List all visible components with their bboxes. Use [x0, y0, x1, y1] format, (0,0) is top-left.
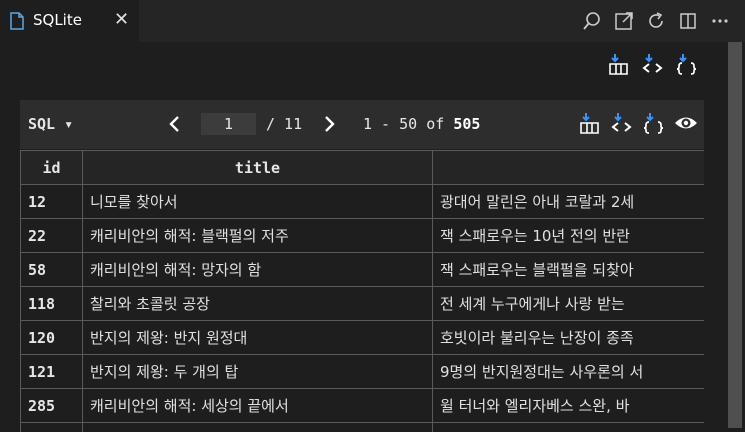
table-row[interactable]: 118 찰리와 초콜릿 공장 전 세계 누구에게나 사랑 받는: [20, 286, 704, 321]
cell-title[interactable]: 찰리와 초콜릿 공장: [82, 286, 433, 321]
export-xml-icon[interactable]: [610, 111, 634, 135]
eye-icon[interactable]: [674, 111, 698, 135]
table-row[interactable]: [20, 422, 704, 432]
table-header-row: id title: [20, 150, 704, 185]
cell-overview[interactable]: [432, 422, 704, 432]
cell-id[interactable]: 22: [20, 218, 83, 253]
cell-overview[interactable]: 윌 터너와 엘리자베스 스완, 바: [432, 388, 704, 423]
cell-title[interactable]: 캐리비안의 해적: 블랙펄의 저주: [82, 218, 433, 253]
cell-overview[interactable]: 잭 스패로우는 블랙펄을 되찾아: [432, 252, 704, 287]
cell-title[interactable]: 캐리비안의 해적: 세상의 끝에서: [82, 388, 433, 423]
column-header-title[interactable]: title: [82, 150, 433, 185]
cell-id[interactable]: 120: [20, 320, 83, 355]
column-header-overview[interactable]: [432, 150, 704, 185]
split-editor-icon[interactable]: [677, 10, 699, 32]
table-row[interactable]: 12 니모를 찾아서 광대어 말린은 아내 코랄과 2세: [20, 184, 704, 219]
page-total: / 11: [266, 115, 303, 133]
export-xml-icon[interactable]: [641, 52, 665, 76]
row-range-total: 505: [453, 115, 481, 133]
results-panel: SQL ▾ 1 / 11 1 - 50 of 505: [20, 100, 704, 432]
table-row[interactable]: 120 반지의 제왕: 반지 원정대 호빗이라 불리우는 난장이 종족: [20, 320, 704, 355]
more-icon[interactable]: [709, 10, 731, 32]
tab-title: SQLite: [33, 11, 82, 29]
export-json-icon[interactable]: [642, 111, 666, 135]
vertical-scrollbar[interactable]: [728, 42, 742, 432]
cell-overview[interactable]: 전 세계 누구에게나 사랑 받는: [432, 286, 704, 321]
close-icon[interactable]: ✕: [114, 9, 130, 30]
cell-id[interactable]: 121: [20, 354, 83, 389]
sql-mode-dropdown[interactable]: SQL ▾: [28, 115, 74, 133]
export-csv-icon[interactable]: [607, 52, 631, 76]
export-toolbar: [607, 52, 699, 76]
cell-overview[interactable]: 잭 스패로우는 10년 전의 반란: [432, 218, 704, 253]
row-range-text: 1 - 50 of: [363, 115, 454, 133]
cell-id[interactable]: 12: [20, 184, 83, 219]
cell-title[interactable]: 반지의 제왕: 반지 원정대: [82, 320, 433, 355]
results-table: id title 12 니모를 찾아서 광대어 말린은 아내 코랄과 2세 22…: [20, 150, 704, 432]
chevron-left-icon[interactable]: [166, 114, 184, 134]
cell-id[interactable]: 118: [20, 286, 83, 321]
file-icon: [10, 12, 24, 30]
results-actions: [578, 111, 698, 135]
page-number-input[interactable]: 1: [201, 113, 256, 135]
chevron-right-icon[interactable]: [320, 114, 338, 134]
cell-title[interactable]: 캐리비안의 해적: 망자의 함: [82, 252, 433, 287]
cell-id[interactable]: [20, 422, 83, 432]
table-row[interactable]: 22 캐리비안의 해적: 블랙펄의 저주 잭 스패로우는 10년 전의 반란: [20, 218, 704, 253]
refresh-icon[interactable]: [645, 10, 667, 32]
row-range: 1 - 50 of 505: [363, 115, 480, 133]
column-header-id[interactable]: id: [20, 150, 83, 185]
cell-overview[interactable]: 호빗이라 불리우는 난장이 종족: [432, 320, 704, 355]
results-toolbar: SQL ▾ 1 / 11 1 - 50 of 505: [20, 100, 704, 149]
cell-id[interactable]: 58: [20, 252, 83, 287]
editor-actions: [581, 10, 731, 32]
cell-title[interactable]: 니모를 찾아서: [82, 184, 433, 219]
cell-overview[interactable]: 9명의 반지원정대는 사우론의 서: [432, 354, 704, 389]
tab-bar: SQLite ✕: [0, 0, 745, 42]
tab-sqlite[interactable]: SQLite ✕: [0, 0, 139, 42]
cell-overview[interactable]: 광대어 말린은 아내 코랄과 2세: [432, 184, 704, 219]
cell-id[interactable]: 285: [20, 388, 83, 423]
open-preview-icon[interactable]: [613, 10, 635, 32]
table-row[interactable]: 58 캐리비안의 해적: 망자의 함 잭 스패로우는 블랙펄을 되찾아: [20, 252, 704, 287]
search-icon[interactable]: [581, 10, 603, 32]
table-row[interactable]: 285 캐리비안의 해적: 세상의 끝에서 윌 터너와 엘리자베스 스완, 바: [20, 388, 704, 423]
cell-title[interactable]: 반지의 제왕: 두 개의 탑: [82, 354, 433, 389]
cell-title[interactable]: [82, 422, 433, 432]
table-row[interactable]: 121 반지의 제왕: 두 개의 탑 9명의 반지원정대는 사우론의 서: [20, 354, 704, 389]
export-json-icon[interactable]: [675, 52, 699, 76]
scrollbar-thumb[interactable]: [728, 42, 742, 428]
export-csv-icon[interactable]: [578, 111, 602, 135]
